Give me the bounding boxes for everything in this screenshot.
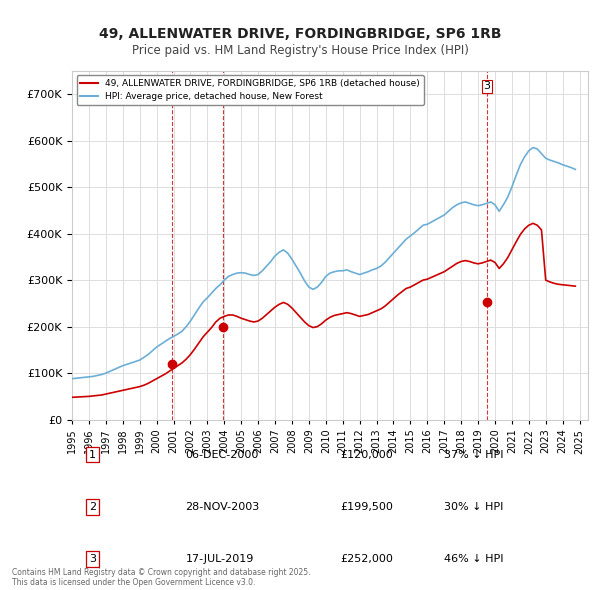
Text: 49, ALLENWATER DRIVE, FORDINGBRIDGE, SP6 1RB: 49, ALLENWATER DRIVE, FORDINGBRIDGE, SP6…	[99, 27, 501, 41]
Text: 30% ↓ HPI: 30% ↓ HPI	[443, 502, 503, 512]
Text: 1: 1	[89, 450, 96, 460]
Text: 3: 3	[89, 554, 96, 564]
Text: 37% ↓ HPI: 37% ↓ HPI	[443, 450, 503, 460]
Text: Price paid vs. HM Land Registry's House Price Index (HPI): Price paid vs. HM Land Registry's House …	[131, 44, 469, 57]
Text: £120,000: £120,000	[340, 450, 393, 460]
Text: 1: 1	[169, 81, 176, 91]
Text: 28-NOV-2003: 28-NOV-2003	[185, 502, 260, 512]
Legend: 49, ALLENWATER DRIVE, FORDINGBRIDGE, SP6 1RB (detached house), HPI: Average pric: 49, ALLENWATER DRIVE, FORDINGBRIDGE, SP6…	[77, 76, 424, 105]
Text: Contains HM Land Registry data © Crown copyright and database right 2025.
This d: Contains HM Land Registry data © Crown c…	[12, 568, 311, 587]
Text: £252,000: £252,000	[340, 554, 393, 564]
Text: 2: 2	[89, 502, 96, 512]
Text: 17-JUL-2019: 17-JUL-2019	[185, 554, 254, 564]
Text: £199,500: £199,500	[340, 502, 393, 512]
Text: 06-DEC-2000: 06-DEC-2000	[185, 450, 259, 460]
Text: 2: 2	[219, 81, 226, 91]
Text: 46% ↓ HPI: 46% ↓ HPI	[443, 554, 503, 564]
Text: 3: 3	[484, 81, 491, 91]
